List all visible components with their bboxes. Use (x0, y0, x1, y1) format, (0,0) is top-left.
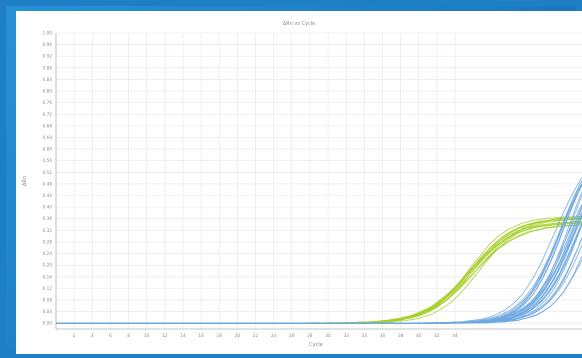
y-tick-label: 0.96 (43, 42, 53, 47)
amplification-curve-1 (55, 177, 582, 324)
amplification-curve-1 (55, 205, 582, 324)
x-tick-label: 24 (271, 333, 277, 338)
amplification-curve-1 (55, 211, 582, 324)
x-tick-label: 20 (235, 333, 241, 338)
y-tick-label: 0.08 (43, 297, 53, 302)
amplification-curve-1 (55, 214, 582, 324)
y-tick-label: 0.68 (43, 123, 53, 128)
y-tick-label: 0.44 (43, 193, 53, 198)
amplification-curve-1 (55, 194, 582, 324)
x-tick-label: 8 (127, 333, 130, 338)
x-tick-label: 6 (109, 333, 112, 338)
grid-lines (56, 32, 582, 329)
amplification-curve-1 (55, 207, 582, 324)
y-tick-label: 0.56 (43, 158, 53, 163)
x-tick-label: 36 (380, 333, 386, 338)
amplification-curve-1 (55, 214, 582, 324)
amplification-curve-1 (55, 204, 582, 324)
y-tick-label: 0.80 (43, 89, 53, 94)
x-tick-label: 34 (362, 333, 368, 338)
x-tick-label: 4 (91, 333, 94, 338)
x-axis-label: Cycle (309, 342, 323, 348)
amplification-curve-1 (55, 185, 582, 324)
y-tick-label: 0.12 (43, 286, 53, 291)
amplification-curve-1 (55, 259, 582, 324)
y-tick-label: 0.04 (43, 309, 53, 314)
y-tick-label: 0.84 (43, 77, 53, 82)
y-tick-label: 0.00 (43, 321, 53, 326)
y-tick-label: 0.64 (43, 135, 53, 140)
amplification-curve-0 (55, 217, 582, 324)
x-tick-label: 38 (398, 333, 404, 338)
amplification-plot: ΔRn vs Cycle 0.00 0.04 0.08 0.12 0.16 0.20 0.2… (22, 21, 582, 348)
y-tick-label: 0.28 (43, 239, 53, 244)
x-tick-label: 16 (198, 333, 204, 338)
axes: 0.00 0.04 0.08 0.12 0.16 0.20 0.24 0.28 0.32 0.36… (43, 31, 582, 338)
x-tick-label: 40 (416, 333, 422, 338)
amplification-curve-0 (55, 224, 582, 324)
x-tick-label: 30 (325, 333, 331, 338)
chart-panel: ΔRn vs Cycle 0.00 0.04 0.08 0.12 0.16 0.20 0.2… (16, 11, 582, 354)
y-tick-label: 0.48 (43, 181, 53, 186)
y-tick-label: 0.16 (43, 274, 53, 279)
amplification-curve-1 (55, 222, 582, 324)
y-tick-label: 0.72 (43, 112, 53, 117)
x-tick-label: 12 (162, 333, 168, 338)
x-tick-label: 42 (434, 333, 440, 338)
x-tick-label: 26 (289, 333, 295, 338)
x-tick-label: 18 (217, 333, 223, 338)
y-tick-label: 0.24 (43, 251, 53, 256)
x-tick-label: 22 (253, 333, 259, 338)
amplification-curve-0 (55, 218, 582, 324)
amplification-curve-1 (55, 180, 582, 324)
y-tick-label: 0.32 (43, 228, 53, 233)
x-tick-label: 44 (452, 333, 458, 338)
y-tick-label: 0.20 (43, 263, 53, 268)
x-tick-label: 14 (180, 333, 186, 338)
y-axis-label: ΔRn (22, 176, 28, 186)
x-tick-label: 28 (307, 333, 313, 338)
y-tick-label: 0.40 (43, 205, 53, 210)
amplification-curve-1 (55, 191, 582, 324)
series-layer (55, 177, 582, 324)
amplification-curve-1 (55, 185, 582, 324)
amplification-curve-1 (55, 224, 582, 324)
y-tick-label: 0.76 (43, 100, 53, 105)
y-tick-label: 1.00 (43, 31, 53, 36)
x-tick-label: 10 (144, 333, 150, 338)
y-tick-label: 0.60 (43, 147, 53, 152)
chart-title: ΔRn vs Cycle (283, 21, 315, 27)
y-tick-label: 0.92 (43, 54, 53, 59)
amplification-curve-1 (55, 180, 582, 324)
y-tick-label: 0.88 (43, 65, 53, 70)
x-tick-label: 2 (73, 333, 76, 338)
amplification-curve-0 (55, 216, 582, 324)
amplification-curve-0 (55, 217, 582, 324)
y-tick-label: 0.52 (43, 170, 53, 175)
y-tick-label: 0.36 (43, 216, 53, 221)
amplification-curve-0 (55, 224, 582, 324)
amplification-curve-0 (55, 218, 582, 324)
x-tick-label: 32 (344, 333, 350, 338)
